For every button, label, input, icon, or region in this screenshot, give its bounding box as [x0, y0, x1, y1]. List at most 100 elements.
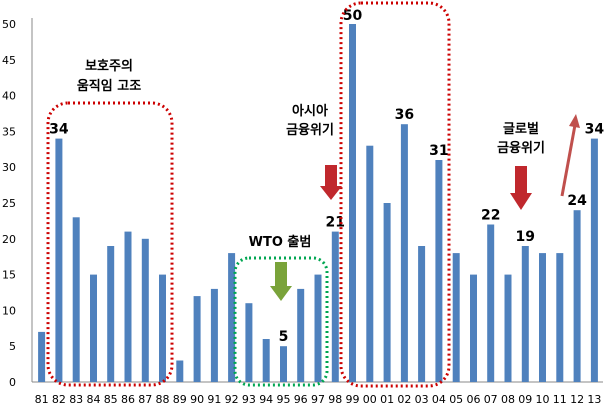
- bar-85: [107, 246, 115, 382]
- wto-label: WTO 출범: [249, 234, 312, 250]
- bar-08: [504, 274, 512, 382]
- bar-07: [487, 224, 495, 382]
- x-tick-label: 00: [363, 393, 377, 406]
- bar-13: [590, 138, 598, 382]
- bar-89: [176, 360, 184, 382]
- bar-98: [331, 231, 339, 382]
- x-tick-label: 07: [484, 393, 498, 406]
- x-tick-label: 83: [69, 393, 83, 406]
- protectionism-label-line2: 움직임 고조: [77, 78, 141, 94]
- bar-01: [383, 203, 391, 382]
- y-tick-label: 45: [2, 54, 16, 67]
- x-tick-label: 97: [311, 393, 325, 406]
- x-tick-label: 11: [553, 393, 567, 406]
- y-tick-label: 5: [9, 340, 16, 353]
- x-tick-label: 93: [242, 393, 256, 406]
- x-tick-label: 05: [449, 393, 463, 406]
- bar-00: [366, 145, 374, 382]
- asian-crisis-label-line1: 아시아: [292, 103, 328, 119]
- bar-05: [452, 253, 460, 382]
- data-label: 19: [516, 229, 535, 245]
- x-tick-label: 81: [35, 393, 49, 406]
- data-label: 34: [49, 122, 69, 138]
- x-tick-label: 99: [346, 393, 360, 406]
- bar-02: [400, 124, 408, 382]
- x-tick-labels: 81 82 83 84 85 86 87 88 89 90 91 92 93 94 95 96 97 98 99 00…: [35, 393, 602, 406]
- data-label: 31: [429, 143, 448, 159]
- data-label: 22: [481, 208, 500, 224]
- bar-86: [124, 231, 132, 382]
- x-tick-label: 94: [259, 393, 273, 406]
- y-tick-label: 20: [2, 233, 16, 246]
- data-label: 34: [585, 122, 605, 138]
- x-tick-label: 91: [207, 393, 221, 406]
- bar-88: [159, 274, 166, 382]
- x-tick-label: 89: [173, 393, 187, 406]
- x-tick-label: 95: [277, 393, 291, 406]
- x-tick-label: 86: [121, 393, 135, 406]
- y-tick-label: 15: [2, 269, 16, 282]
- bar-03: [418, 246, 426, 382]
- x-tick-label: 82: [52, 393, 66, 406]
- wto-box: [233, 256, 329, 387]
- x-tick-label: 12: [570, 393, 584, 406]
- global-crisis-down-arrow: [510, 166, 532, 210]
- bar-87: [141, 238, 149, 382]
- bar-12: [573, 210, 581, 382]
- x-tick-label: 10: [536, 393, 550, 406]
- x-tick-label: 04: [432, 393, 446, 406]
- protectionism-label-line1: 보호주의: [85, 58, 133, 74]
- bar-09: [521, 246, 529, 382]
- x-tick-label: 06: [467, 393, 481, 406]
- y-tick-label: 25: [2, 197, 16, 210]
- x-tick-label: 98: [328, 393, 342, 406]
- x-tick-label: 13: [587, 393, 601, 406]
- global-crisis-label-line2: 금융위기: [497, 140, 545, 156]
- x-tick-label: 88: [156, 393, 170, 406]
- x-tick-label: 02: [397, 393, 411, 406]
- y-tick-label: 30: [2, 161, 16, 174]
- bar-10: [539, 253, 546, 382]
- bar-11: [556, 253, 564, 382]
- data-label: 36: [395, 107, 414, 123]
- y-tick-label: 35: [2, 125, 16, 138]
- bars: [38, 24, 598, 382]
- data-label: 5: [279, 329, 289, 345]
- bar-04: [435, 160, 443, 382]
- bar-94: [262, 339, 270, 382]
- asian-crisis-down-arrow: [320, 165, 342, 200]
- y-tick-label: 0: [9, 376, 16, 389]
- bar-84: [90, 274, 97, 382]
- bar-81: [38, 331, 46, 382]
- data-label: 50: [343, 8, 363, 24]
- x-tick-label: 85: [104, 393, 118, 406]
- bar-83: [72, 217, 80, 382]
- x-tick-label: 87: [138, 393, 152, 406]
- x-tick-label: 01: [380, 393, 394, 406]
- bar-97: [314, 274, 322, 382]
- x-tick-label: 09: [518, 393, 532, 406]
- bar-90: [193, 296, 201, 382]
- x-tick-label: 03: [415, 393, 429, 406]
- y-tick-labels: 0 5 10 15 20 25 30 35 40 45 50: [2, 18, 16, 389]
- y-tick-label: 10: [2, 304, 16, 317]
- bar-91: [210, 288, 218, 382]
- crisis-box: [339, 1, 451, 388]
- bar-92: [228, 253, 236, 382]
- data-label: 24: [567, 193, 587, 209]
- protectionism-box: [46, 101, 174, 387]
- x-tick-label: 96: [294, 393, 308, 406]
- x-tick-label: 84: [87, 393, 101, 406]
- y-tick-label: 50: [2, 18, 16, 31]
- x-tick-label: 90: [190, 393, 204, 406]
- wto-down-arrow: [270, 262, 292, 301]
- x-tick-label: 08: [501, 393, 515, 406]
- rising-up-arrow: [560, 114, 580, 197]
- bar-96: [297, 288, 305, 382]
- bar-06: [470, 274, 477, 382]
- asian-crisis-label-line2: 금융위기: [286, 122, 334, 138]
- bar-93: [245, 303, 253, 382]
- bar-82: [55, 138, 63, 382]
- bar-99: [349, 24, 356, 382]
